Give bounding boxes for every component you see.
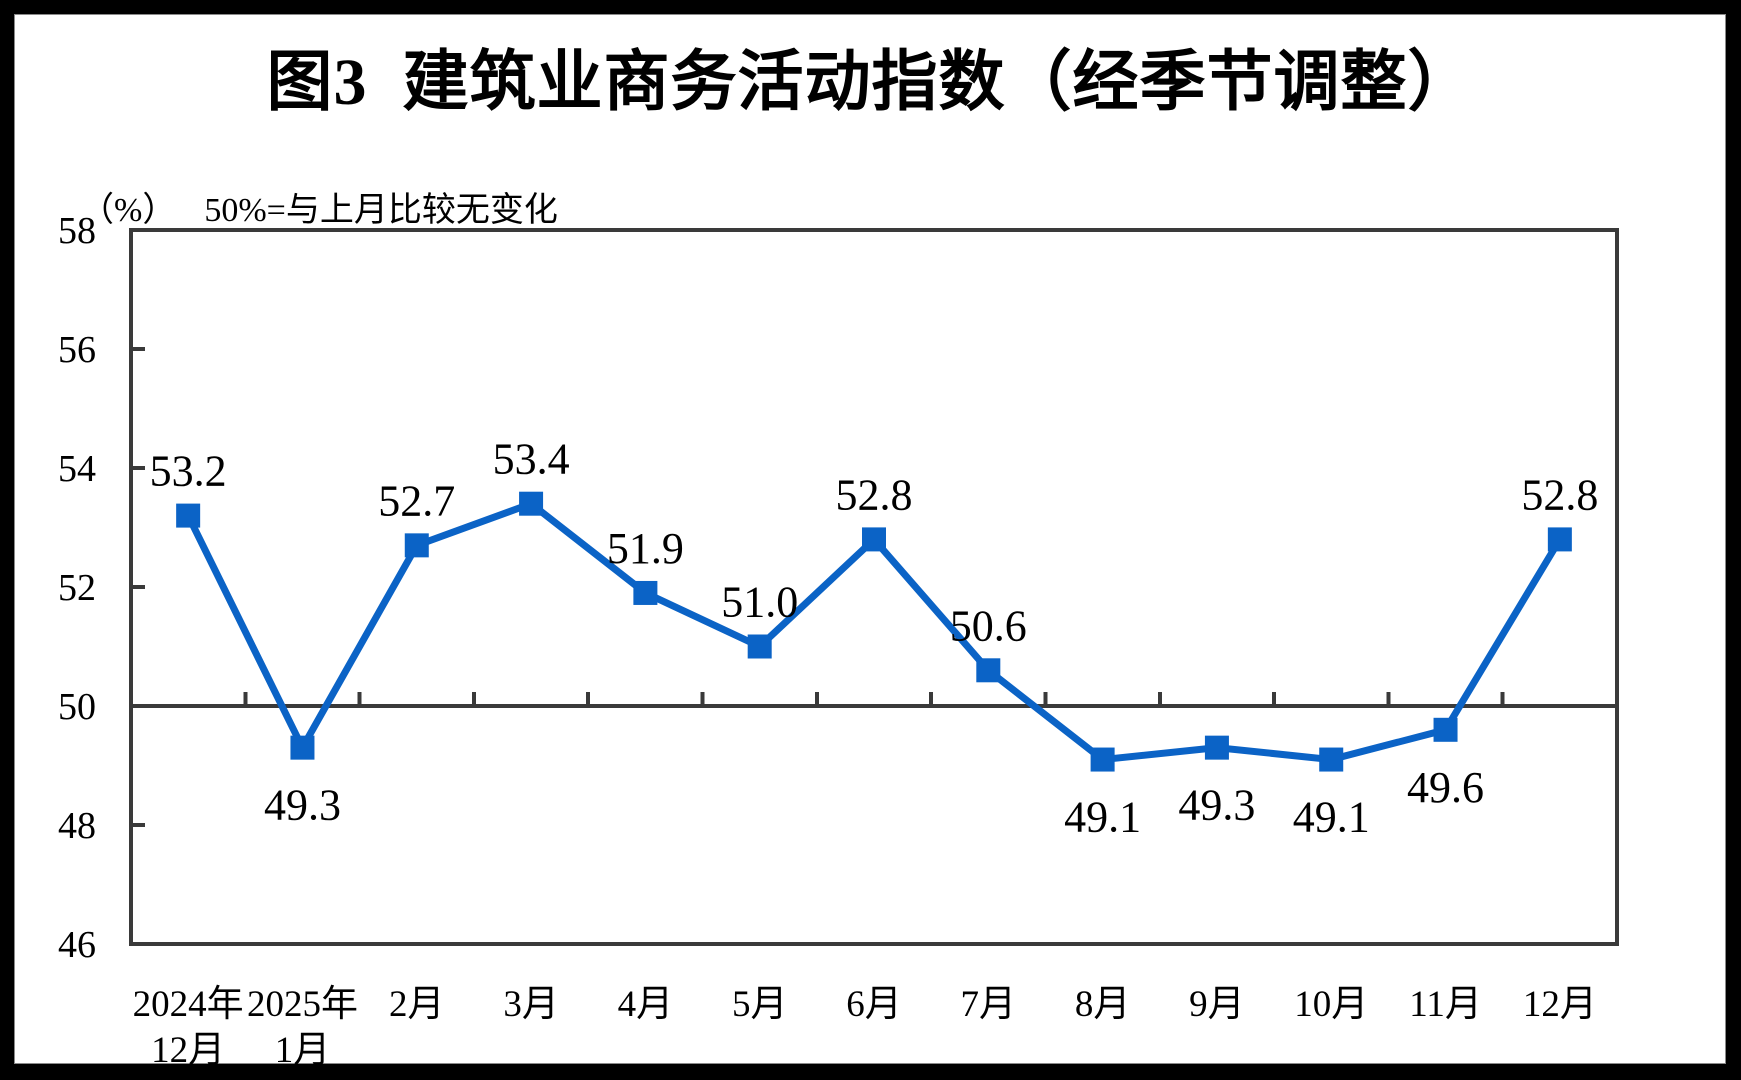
reference-line-note: 50%=与上月比较无变化 — [204, 192, 558, 229]
y-axis-tick-label: 58 — [58, 210, 96, 252]
data-point-marker — [519, 491, 544, 516]
plot-frame — [129, 228, 1619, 946]
data-point-label: 49.1 — [1293, 793, 1370, 842]
x-axis-label: 11月 — [1409, 984, 1482, 1025]
x-axis-label: 3月 — [503, 984, 559, 1025]
data-point-label: 49.3 — [264, 781, 341, 830]
data-point-label: 52.8 — [1521, 470, 1598, 519]
x-axis-label: 12月 — [1523, 984, 1597, 1025]
x-axis-label: 9月 — [1189, 984, 1245, 1025]
data-point-label: 52.8 — [836, 470, 913, 519]
y-axis-tick-label: 50 — [58, 686, 96, 728]
x-axis-label: 8月 — [1075, 984, 1131, 1025]
y-axis-tick-label: 54 — [58, 448, 96, 490]
y-axis-tick-label: 52 — [58, 567, 96, 609]
data-point-marker — [1204, 735, 1229, 760]
data-point-marker — [747, 634, 772, 659]
data-point-marker — [976, 658, 1001, 683]
x-axis-label: 2025年 1月 — [247, 983, 358, 1071]
data-point-label: 49.6 — [1407, 763, 1484, 812]
x-axis-label: 6月 — [846, 984, 902, 1025]
data-point-marker — [290, 735, 315, 760]
data-point-label: 51.9 — [607, 524, 684, 573]
x-axis-label: 7月 — [961, 984, 1017, 1025]
data-point-marker — [404, 533, 429, 558]
x-axis-label: 2024年 12月 — [133, 983, 244, 1071]
data-point-marker — [633, 580, 658, 605]
data-point-marker — [1547, 527, 1572, 552]
x-axis-label: 5月 — [732, 984, 788, 1025]
chart-subtitle: （%） 50%=与上月比较无变化 — [46, 144, 558, 269]
data-point-marker — [1090, 747, 1115, 772]
data-point-label: 53.4 — [493, 435, 570, 484]
data-point-label: 49.3 — [1178, 781, 1255, 830]
data-point-marker — [1319, 747, 1344, 772]
data-point-marker — [1433, 717, 1458, 742]
data-point-label: 49.1 — [1064, 793, 1141, 842]
axis-unit-label: （%） — [80, 192, 177, 229]
y-axis-tick-label: 48 — [58, 805, 96, 847]
data-point-marker — [176, 503, 201, 528]
data-point-label: 52.7 — [378, 476, 455, 525]
x-axis-label: 2月 — [389, 984, 445, 1025]
y-axis-tick-label: 46 — [58, 924, 96, 966]
data-point-marker — [862, 527, 886, 552]
data-point-label: 51.0 — [721, 578, 798, 627]
x-axis-label: 4月 — [618, 984, 674, 1025]
data-point-label: 53.2 — [150, 447, 227, 496]
y-axis-tick-label: 56 — [58, 329, 96, 371]
chart-title: 图3 建筑业商务活动指数（经季节调整） — [266, 46, 1475, 119]
data-point-label: 50.6 — [950, 601, 1027, 650]
x-axis-label: 10月 — [1294, 984, 1368, 1025]
